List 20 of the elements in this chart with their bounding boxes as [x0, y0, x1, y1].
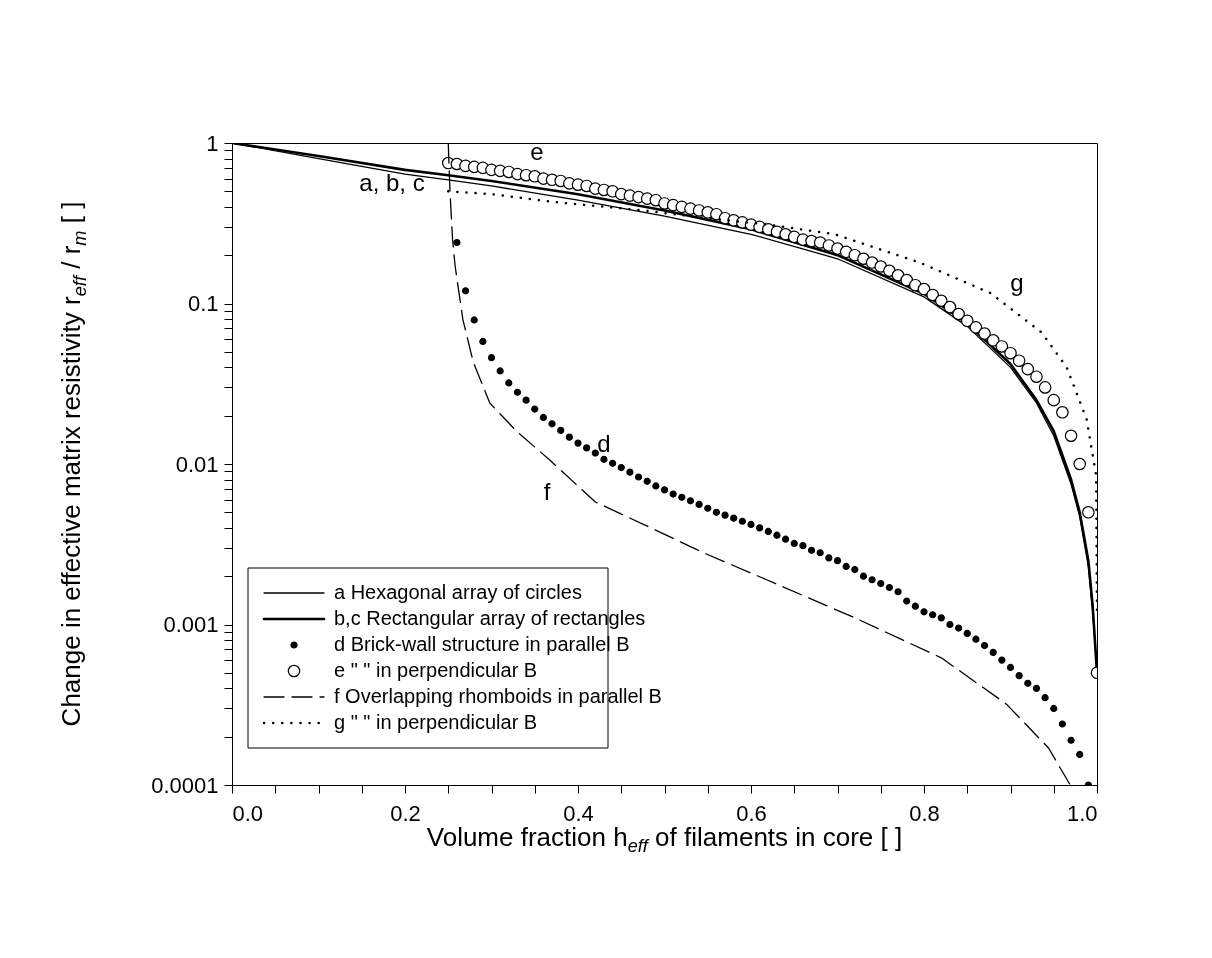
- y-tick-label: 1: [206, 130, 219, 156]
- legend-label: d Brick-wall structure in parallel B: [334, 633, 630, 655]
- x-tick-label: 0.8: [909, 800, 940, 826]
- legend-label: e " " in perpendicular B: [334, 659, 538, 681]
- legend-label: a Hexagonal array of circles: [334, 581, 582, 603]
- x-tick-label: 0.0: [232, 800, 264, 826]
- annotation: f: [543, 478, 551, 505]
- annotation: e: [530, 138, 544, 165]
- y-tick-label: 0.001: [163, 612, 219, 637]
- y-tick-label: 0.01: [175, 451, 219, 477]
- x-tick-label: 0.2: [390, 800, 421, 826]
- legend-label: b,c Rectangular array of rectangles: [334, 607, 646, 629]
- x-tick-label: 1.0: [1066, 800, 1098, 826]
- legend-label: g " " in perpendicular B: [334, 711, 538, 733]
- y-tick-label: 0.0001: [151, 772, 219, 798]
- annotation: g: [1010, 269, 1024, 296]
- y-tick-label: 0.1: [187, 291, 219, 316]
- annotation: a, b, c: [359, 169, 425, 196]
- legend-label: f Overlapping rhomboids in parallel B: [334, 685, 662, 707]
- annotation: d: [597, 430, 611, 457]
